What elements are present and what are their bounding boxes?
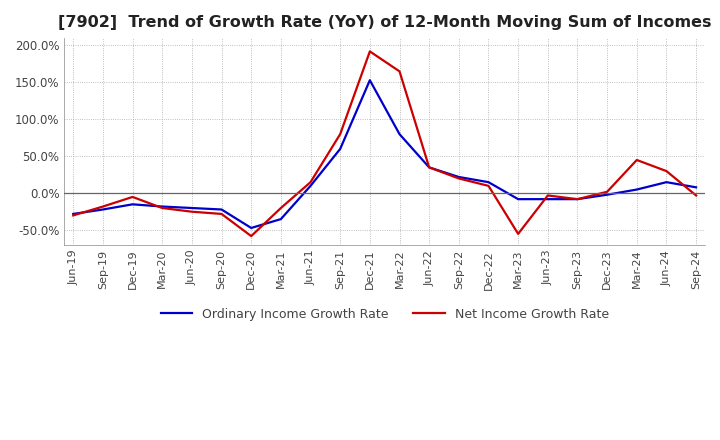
Net Income Growth Rate [544,193,552,198]
Net Income Growth Rate [454,176,463,181]
Net Income Growth Rate [306,180,315,185]
Ordinary Income Growth Rate [128,202,137,207]
Net Income Growth Rate [395,69,404,74]
Net Income Growth Rate [692,193,701,198]
Line: Ordinary Income Growth Rate: Ordinary Income Growth Rate [73,80,696,228]
Net Income Growth Rate [247,234,256,239]
Net Income Growth Rate [632,158,641,163]
Net Income Growth Rate [217,211,226,216]
Legend: Ordinary Income Growth Rate, Net Income Growth Rate: Ordinary Income Growth Rate, Net Income … [156,303,613,326]
Net Income Growth Rate [484,183,492,188]
Line: Net Income Growth Rate: Net Income Growth Rate [73,51,696,236]
Net Income Growth Rate [128,194,137,200]
Net Income Growth Rate [99,204,107,209]
Net Income Growth Rate [573,197,582,202]
Ordinary Income Growth Rate [217,207,226,212]
Net Income Growth Rate [603,189,611,194]
Net Income Growth Rate [158,205,166,211]
Ordinary Income Growth Rate [603,192,611,198]
Ordinary Income Growth Rate [366,77,374,83]
Ordinary Income Growth Rate [484,180,492,185]
Ordinary Income Growth Rate [632,187,641,192]
Ordinary Income Growth Rate [336,146,344,151]
Ordinary Income Growth Rate [158,204,166,209]
Net Income Growth Rate [662,169,671,174]
Ordinary Income Growth Rate [69,211,78,216]
Ordinary Income Growth Rate [692,185,701,190]
Ordinary Income Growth Rate [573,197,582,202]
Ordinary Income Growth Rate [514,197,523,202]
Net Income Growth Rate [514,231,523,237]
Net Income Growth Rate [336,132,344,137]
Title: [7902]  Trend of Growth Rate (YoY) of 12-Month Moving Sum of Incomes: [7902] Trend of Growth Rate (YoY) of 12-… [58,15,711,30]
Ordinary Income Growth Rate [306,183,315,188]
Ordinary Income Growth Rate [99,207,107,212]
Net Income Growth Rate [366,49,374,54]
Net Income Growth Rate [425,165,433,170]
Ordinary Income Growth Rate [188,205,197,211]
Net Income Growth Rate [69,213,78,218]
Net Income Growth Rate [188,209,197,214]
Ordinary Income Growth Rate [662,180,671,185]
Net Income Growth Rate [276,205,285,211]
Ordinary Income Growth Rate [454,174,463,180]
Ordinary Income Growth Rate [247,225,256,231]
Ordinary Income Growth Rate [425,165,433,170]
Ordinary Income Growth Rate [395,132,404,137]
Ordinary Income Growth Rate [544,197,552,202]
Ordinary Income Growth Rate [276,216,285,222]
